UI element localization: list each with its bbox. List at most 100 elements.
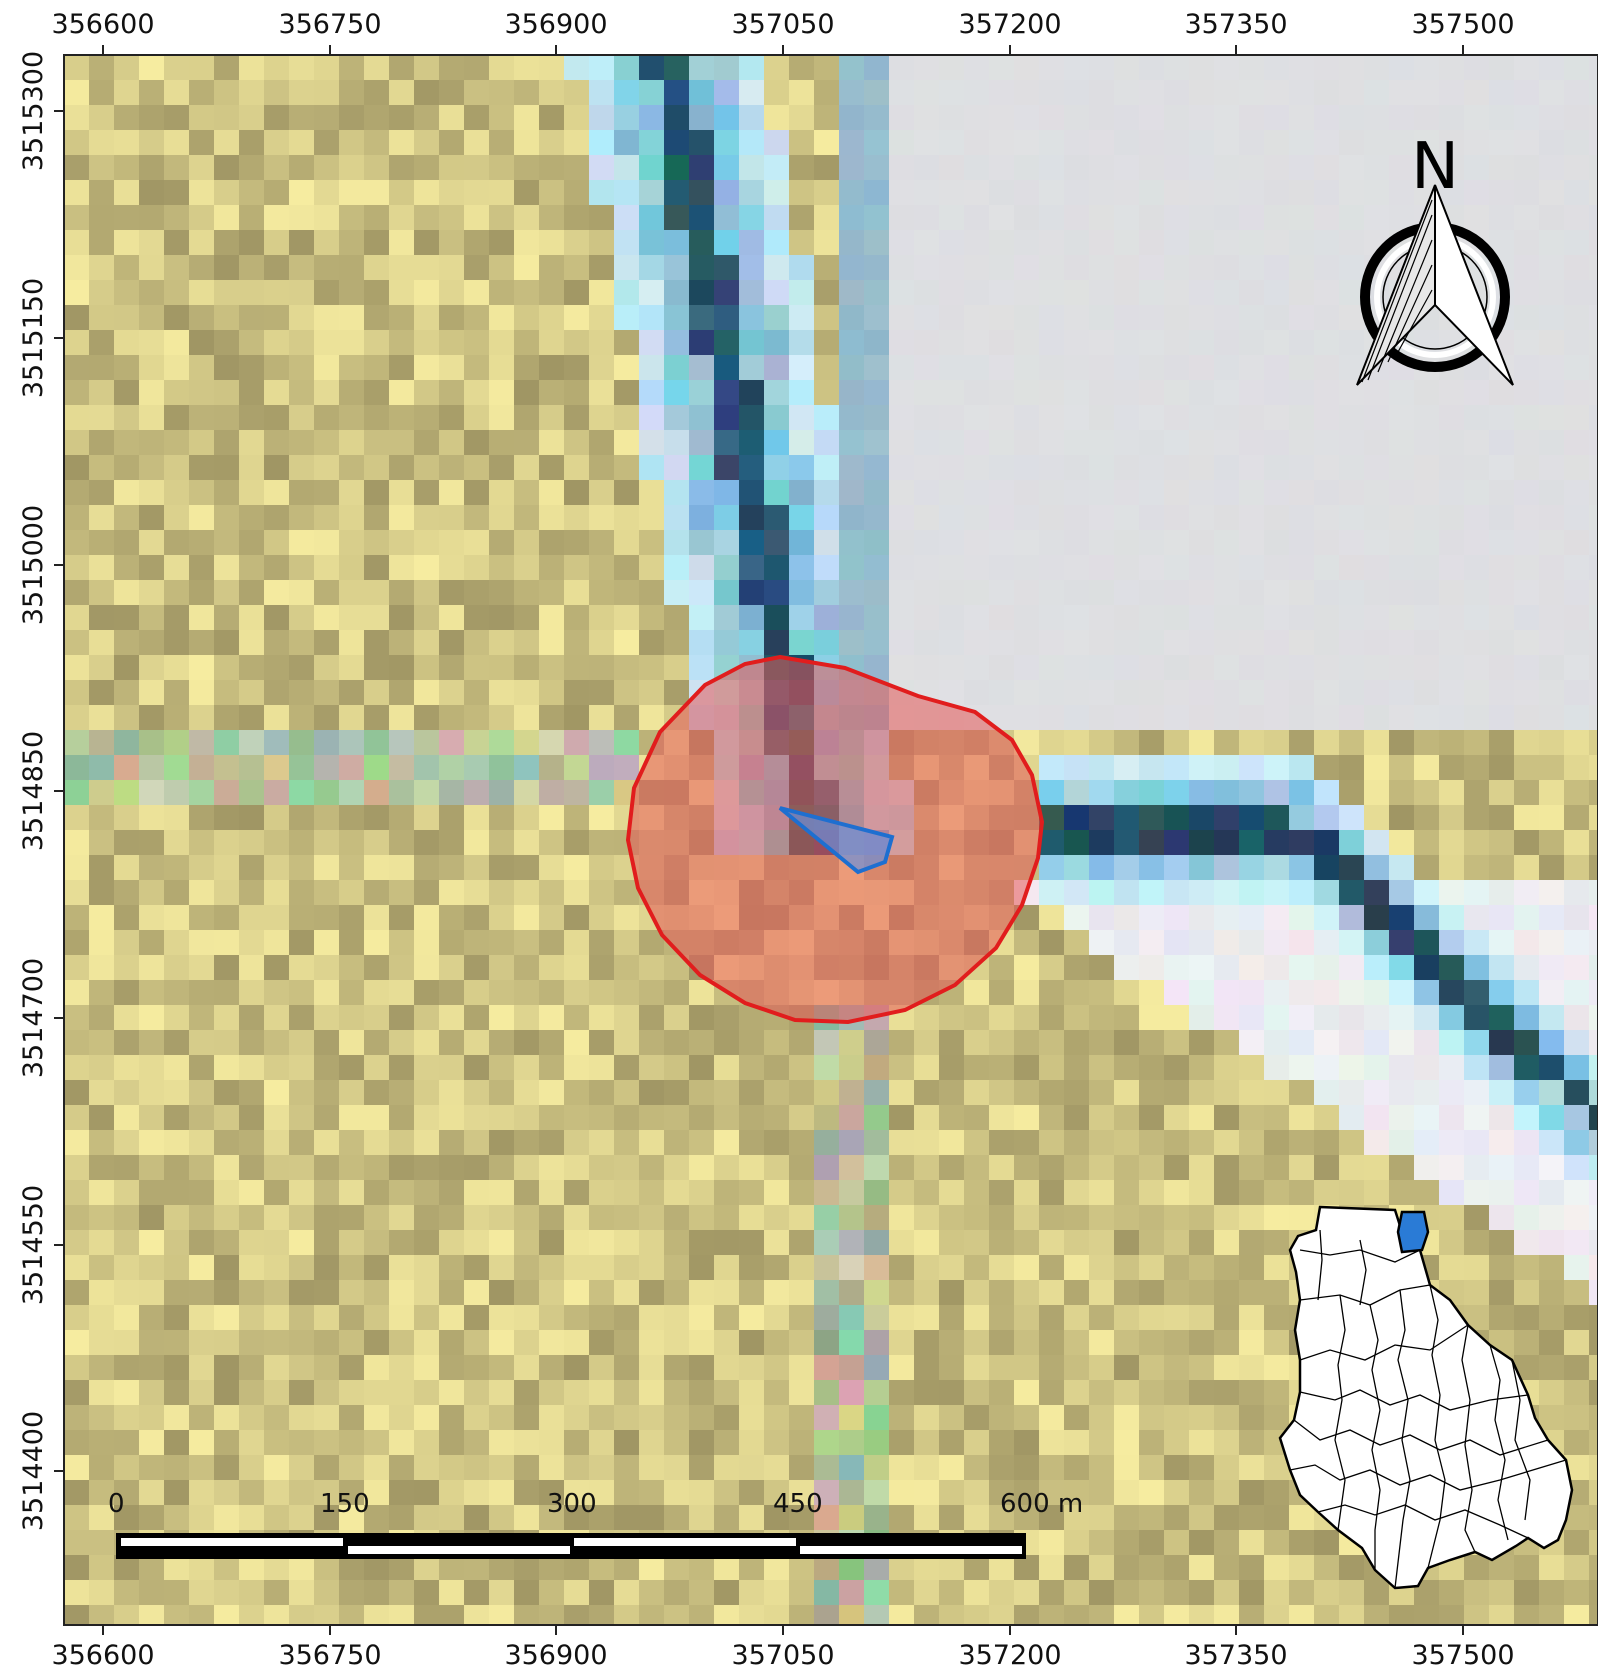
- raster-pixel: [1389, 1055, 1415, 1081]
- raster-pixel: [1089, 680, 1115, 706]
- raster-pixel: [1114, 830, 1140, 856]
- raster-pixel: [539, 630, 565, 656]
- raster-pixel: [314, 80, 340, 106]
- raster-pixel: [1139, 1180, 1165, 1206]
- raster-pixel: [1039, 280, 1065, 306]
- raster-pixel: [489, 130, 515, 156]
- raster-pixel: [764, 1080, 790, 1106]
- raster-pixel: [264, 1005, 290, 1031]
- raster-pixel: [664, 405, 690, 431]
- raster-pixel: [1214, 1255, 1240, 1281]
- raster-pixel: [889, 1255, 915, 1281]
- raster-pixel: [764, 1130, 790, 1156]
- raster-pixel: [1489, 80, 1515, 106]
- raster-pixel: [1389, 905, 1415, 931]
- raster-pixel: [889, 1180, 915, 1206]
- raster-pixel: [1514, 1180, 1540, 1206]
- raster-pixel: [1089, 1255, 1115, 1281]
- raster-pixel: [989, 130, 1015, 156]
- raster-pixel: [1239, 1505, 1265, 1531]
- raster-pixel: [389, 230, 415, 256]
- raster-pixel: [1039, 580, 1065, 606]
- raster-pixel: [1589, 1030, 1598, 1056]
- raster-pixel: [214, 1355, 240, 1381]
- raster-pixel: [1039, 430, 1065, 456]
- raster-pixel: [1164, 230, 1190, 256]
- raster-pixel: [89, 1280, 115, 1306]
- raster-pixel: [864, 1455, 890, 1481]
- raster-pixel: [1139, 405, 1165, 431]
- raster-pixel: [364, 1030, 390, 1056]
- raster-pixel: [489, 1055, 515, 1081]
- raster-pixel: [1489, 505, 1515, 531]
- raster-pixel: [89, 930, 115, 956]
- raster-pixel: [139, 730, 165, 756]
- raster-pixel: [864, 1255, 890, 1281]
- raster-pixel: [664, 1605, 690, 1631]
- raster-pixel: [1564, 1555, 1590, 1581]
- raster-pixel: [1564, 1580, 1590, 1606]
- raster-pixel: [939, 630, 965, 656]
- raster-pixel: [1139, 330, 1165, 356]
- raster-pixel: [1089, 1380, 1115, 1406]
- raster-pixel: [1039, 1180, 1065, 1206]
- raster-pixel: [189, 105, 215, 131]
- raster-pixel: [1289, 480, 1315, 506]
- raster-pixel: [789, 80, 815, 106]
- raster-pixel: [1039, 1530, 1065, 1556]
- raster-pixel: [889, 1230, 915, 1256]
- raster-pixel: [214, 255, 240, 281]
- raster-pixel: [239, 1055, 265, 1081]
- raster-pixel: [564, 1205, 590, 1231]
- raster-pixel: [1064, 1330, 1090, 1356]
- raster-pixel: [364, 105, 390, 131]
- raster-pixel: [1314, 705, 1340, 731]
- raster-pixel: [989, 655, 1015, 681]
- raster-pixel: [1364, 1130, 1390, 1156]
- raster-pixel: [1189, 855, 1215, 881]
- raster-pixel: [1214, 1130, 1240, 1156]
- raster-pixel: [164, 405, 190, 431]
- raster-pixel: [89, 1205, 115, 1231]
- raster-pixel: [1239, 405, 1265, 431]
- raster-pixel: [189, 1080, 215, 1106]
- raster-pixel: [164, 1355, 190, 1381]
- raster-pixel: [239, 580, 265, 606]
- raster-pixel: [1114, 480, 1140, 506]
- raster-pixel: [1114, 1480, 1140, 1506]
- raster-pixel: [1514, 455, 1540, 481]
- raster-pixel: [339, 1455, 365, 1481]
- raster-pixel: [1114, 280, 1140, 306]
- raster-pixel: [389, 105, 415, 131]
- raster-pixel: [464, 1305, 490, 1331]
- raster-pixel: [739, 1080, 765, 1106]
- raster-pixel: [314, 1230, 340, 1256]
- raster-pixel: [989, 1130, 1015, 1156]
- raster-pixel: [789, 1105, 815, 1131]
- raster-pixel: [114, 955, 140, 981]
- raster-pixel: [839, 1480, 865, 1506]
- raster-pixel: [814, 480, 840, 506]
- raster-pixel: [139, 1280, 165, 1306]
- raster-pixel: [1039, 230, 1065, 256]
- raster-pixel: [489, 1130, 515, 1156]
- raster-pixel: [1389, 1105, 1415, 1131]
- raster-pixel: [414, 1380, 440, 1406]
- raster-pixel: [514, 80, 540, 106]
- raster-pixel: [64, 480, 90, 506]
- raster-pixel: [1439, 405, 1465, 431]
- raster-pixel: [1014, 505, 1040, 531]
- raster-pixel: [1089, 1155, 1115, 1181]
- raster-pixel: [1439, 505, 1465, 531]
- raster-pixel: [1239, 155, 1265, 181]
- raster-pixel: [464, 1280, 490, 1306]
- raster-pixel: [1114, 255, 1140, 281]
- raster-pixel: [814, 1230, 840, 1256]
- raster-pixel: [514, 1255, 540, 1281]
- raster-pixel: [1064, 1305, 1090, 1331]
- raster-pixel: [764, 55, 790, 81]
- raster-pixel: [789, 605, 815, 631]
- raster-pixel: [89, 980, 115, 1006]
- raster-pixel: [814, 180, 840, 206]
- raster-pixel: [1389, 880, 1415, 906]
